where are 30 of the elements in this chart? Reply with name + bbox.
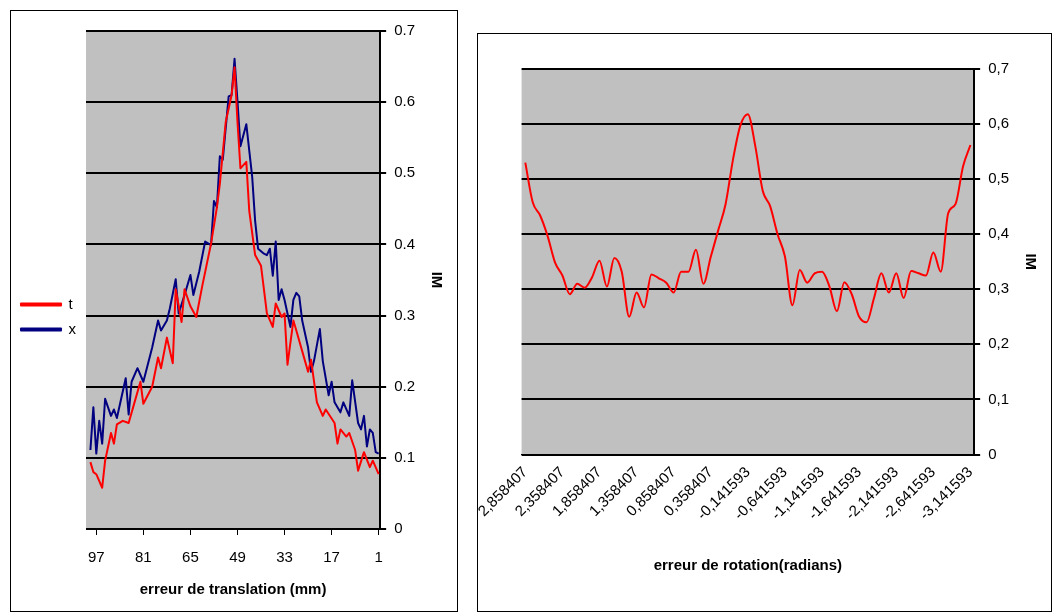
y-tick-label: 0.7: [394, 21, 416, 39]
x-tick-label: 49: [229, 548, 246, 566]
y-tick-label: 0.1: [394, 448, 416, 465]
line-series: [524, 113, 972, 324]
y-tick-label: 0,6: [988, 114, 1010, 132]
y-tick-label: 0.4: [394, 234, 416, 252]
y-tick-label: 0: [988, 444, 997, 462]
legend-label: t: [68, 294, 74, 312]
y-tick-label: 0.6: [394, 92, 416, 110]
x-tick-label: 65: [182, 548, 199, 566]
x-tick-label: 81: [135, 548, 152, 566]
x-axis-title: erreur de translation (mm): [139, 580, 327, 598]
x-tick-label: 1: [374, 548, 383, 566]
y-tick-label: 0.3: [394, 305, 416, 323]
y-tick-label: 0.5: [394, 163, 416, 181]
y-tick-label: 0: [394, 519, 403, 537]
x-axis-title: erreur de rotation(radians): [653, 556, 843, 574]
y-tick-label: 0,4: [988, 224, 1010, 242]
y-tick-label: 0,2: [988, 334, 1010, 352]
y-tick-label: 0,7: [988, 59, 1010, 77]
y-axis-title: IM: [1022, 253, 1040, 271]
y-axis-title: IM: [428, 271, 446, 289]
y-tick-label: 0,3: [988, 279, 1010, 297]
y-tick-label: 0.2: [394, 376, 416, 394]
y-tick-label: 0,1: [988, 389, 1010, 407]
legend-label: x: [68, 319, 77, 337]
x-tick-label: 17: [323, 548, 340, 566]
x-tick-label: 33: [276, 548, 293, 566]
x-tick-label: 97: [87, 548, 105, 566]
y-tick-label: 0,5: [988, 169, 1010, 187]
